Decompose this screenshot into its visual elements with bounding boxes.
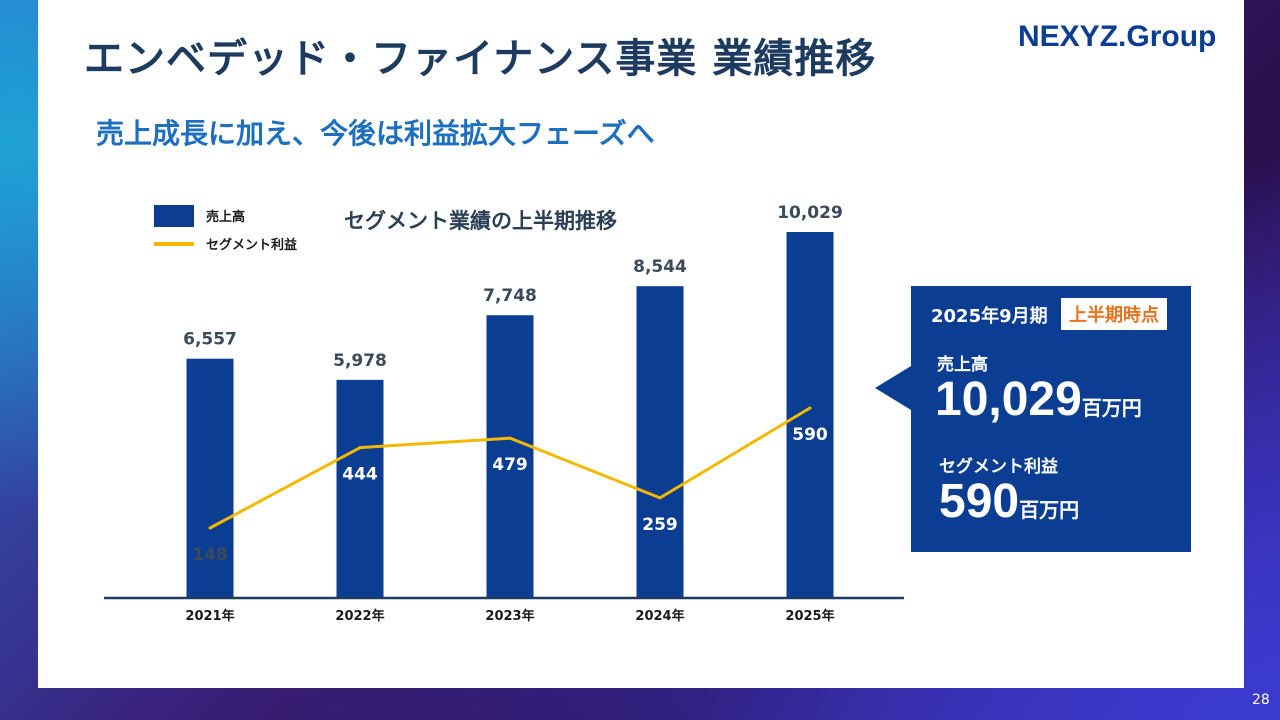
callout-sales-label: 売上高 <box>937 355 988 375</box>
profit-label-2: 479 <box>492 455 528 475</box>
bar-sales-2 <box>486 315 534 598</box>
x-tick-label-2: 2023年 <box>485 608 534 624</box>
legend-swatch-sales <box>154 205 194 227</box>
callout-pointer <box>875 366 911 410</box>
callout-profit-label: セグメント利益 <box>939 457 1058 477</box>
segment-chart: 6,557 5,978 7,748 8,544 10,029 148 444 479 259 59… <box>104 203 904 624</box>
bar-sales-4 <box>786 232 834 598</box>
profit-label-0: 148 <box>192 545 228 565</box>
page-number: 28 <box>1252 692 1270 708</box>
x-tick-label-0: 2021年 <box>185 608 234 624</box>
profit-point-1 <box>358 446 362 450</box>
profit-point-2 <box>508 436 512 440</box>
chart-title: セグメント業績の上半期推移 <box>344 209 617 233</box>
callout-profit-value: 590 <box>939 475 1020 528</box>
profit-label-1: 444 <box>342 465 378 485</box>
page-subtitle: 売上成長に加え、今後は利益拡大フェーズへ <box>96 117 655 150</box>
callout-sales-unit: 百万円 <box>1081 396 1142 420</box>
x-tick-label-1: 2022年 <box>335 608 384 624</box>
bar-label-3: 8,544 <box>633 257 687 277</box>
bar-sales-1 <box>336 379 384 598</box>
callout-sales: 10,029百万円 <box>935 372 1142 427</box>
profit-point-4 <box>808 406 812 410</box>
legend-label-sales: 売上高 <box>206 209 245 225</box>
highlight-callout: 2025年9月期 上半期時点 売上高 10,029百万円 セグメント利益 590… <box>875 286 1191 552</box>
slide: エンベデッド・ファイナンス事業 業績推移 NEXYZ.Group 売上成長に加え… <box>38 0 1244 688</box>
callout-badge: 上半期時点 <box>1061 298 1167 330</box>
callout-sales-value: 10,029 <box>935 373 1082 426</box>
callout-profit-unit: 百万円 <box>1019 498 1080 522</box>
profit-label-3: 259 <box>642 515 678 535</box>
bar-label-0: 6,557 <box>183 330 237 350</box>
bar-sales-3 <box>636 286 684 598</box>
profit-label-4: 590 <box>792 425 828 445</box>
company-logo: NEXYZ.Group <box>1018 20 1217 53</box>
bar-label-1: 5,978 <box>333 351 387 371</box>
page-title: エンベデッド・ファイナンス事業 業績推移 <box>84 36 877 82</box>
bar-label-2: 7,748 <box>483 286 537 306</box>
legend-label-profit: セグメント利益 <box>206 237 297 253</box>
profit-point-3 <box>658 496 662 500</box>
bar-label-4: 10,029 <box>777 203 843 223</box>
profit-point-0 <box>208 526 212 530</box>
callout-profit: 590百万円 <box>939 474 1079 529</box>
bar-sales-0 <box>186 358 234 598</box>
callout-period: 2025年9月期 <box>931 306 1048 327</box>
x-tick-label-3: 2024年 <box>635 608 684 624</box>
x-tick-label-4: 2025年 <box>785 608 834 624</box>
